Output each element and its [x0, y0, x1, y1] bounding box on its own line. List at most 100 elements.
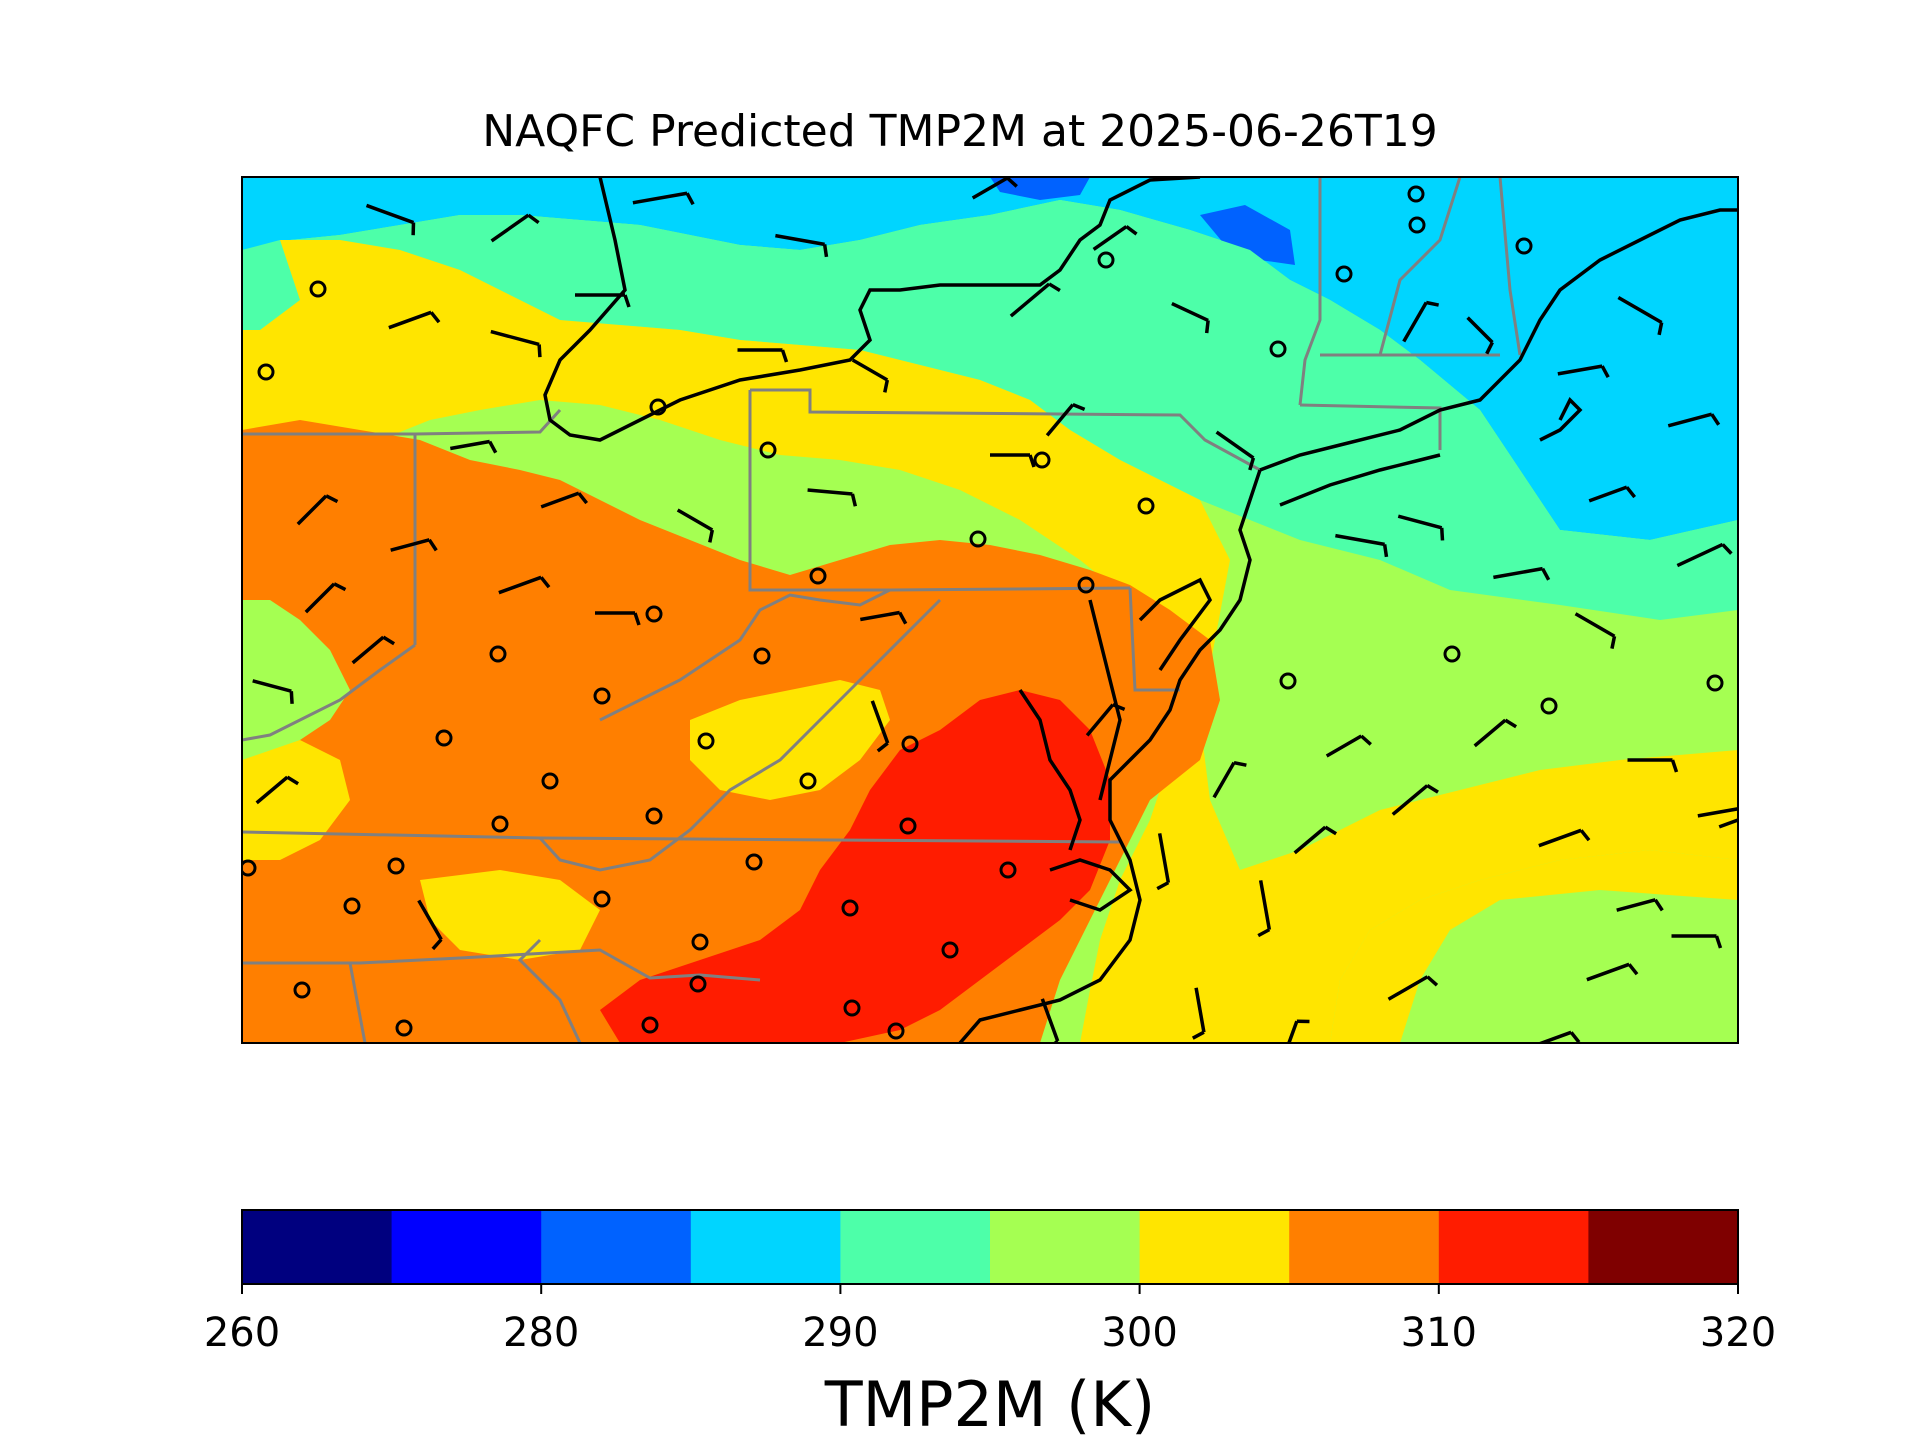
station-marker: [1033, 451, 1051, 469]
wind-barb: [859, 610, 908, 625]
station-marker: [1137, 497, 1155, 515]
coastlines: [543, 177, 1738, 1043]
wind-barb: [851, 358, 890, 393]
station-marker: [1515, 237, 1533, 255]
wind-barb: [1085, 703, 1126, 737]
colorbar-tick-label: 310: [1400, 1310, 1477, 1356]
station-marker: [257, 363, 275, 381]
station-marker: [242, 859, 257, 877]
field-hot-main: [242, 240, 1738, 1043]
colorbar-segment: [690, 1210, 841, 1284]
border-oh-ky: [242, 643, 416, 742]
station-marker: [1077, 576, 1095, 594]
wind-barb: [1215, 430, 1256, 471]
wind-barb: [990, 453, 1036, 468]
border-ny-vt: [1298, 177, 1322, 406]
station-marker: [489, 645, 507, 663]
station-marker: [1443, 645, 1461, 663]
border-oh-pa-md: [748, 390, 1131, 592]
field-hot-ocean: [1330, 850, 1738, 1043]
station-marker: [1269, 340, 1287, 358]
wind-barb: [255, 775, 300, 805]
station-marker: [759, 441, 777, 459]
wind-barb: [1718, 811, 1738, 829]
wind-barb: [540, 491, 589, 509]
wind-barb: [1212, 760, 1247, 799]
colorbar-segment: [840, 1210, 991, 1284]
field-cool-north: [242, 177, 1738, 540]
wind-barb: [1171, 301, 1210, 334]
station-marker: [745, 853, 763, 871]
field-mild-northwest: [242, 240, 300, 330]
wind-barb: [351, 635, 396, 665]
station-marker: [799, 772, 817, 790]
colorbar-frame: [241, 1209, 1739, 1285]
station-marker: [649, 398, 667, 416]
colorbar-tick-label: 300: [1101, 1310, 1178, 1356]
wind-barb: [1281, 1019, 1310, 1043]
station-marker: [1540, 697, 1558, 715]
coast-delaware-bay: [1138, 577, 1213, 671]
wind-barb: [1045, 403, 1086, 437]
station-marker: [1407, 185, 1425, 203]
wind-barb: [449, 439, 498, 454]
wind-barb: [365, 203, 416, 236]
coast-long-island: [1279, 453, 1441, 507]
wind-barb: [296, 494, 339, 526]
wind-barb: [1538, 828, 1591, 848]
wind-barb: [1617, 295, 1664, 336]
border-pa-ny: [750, 388, 1261, 472]
map-frame: [241, 176, 1739, 1044]
wind-barb: [971, 177, 1018, 200]
wind-barb: [1574, 612, 1617, 649]
colorbar-tick-label: 290: [802, 1310, 879, 1356]
coast-chesapeake-east: [1088, 599, 1122, 801]
coast-atlantic: [958, 469, 1262, 1043]
wind-barb: [498, 575, 551, 595]
wind-barb: [388, 310, 441, 330]
border-ct-ma: [1299, 403, 1442, 450]
station-marker: [689, 975, 707, 993]
field-hot-pocket-wv: [690, 680, 890, 800]
station-marker: [999, 861, 1017, 879]
wind-barb: [1473, 718, 1518, 748]
colorbar-tick-label: 320: [1699, 1310, 1777, 1356]
colorbar-segment: [391, 1210, 542, 1284]
station-marker: [1335, 265, 1353, 283]
colorbar-tick-label: 260: [203, 1310, 281, 1356]
wind-barb: [1616, 898, 1664, 912]
station-marker: [1408, 216, 1426, 234]
wind-barb: [1325, 734, 1372, 758]
wind-barb: [595, 611, 641, 626]
station-marker: [387, 857, 405, 875]
border-tn-va: [517, 938, 582, 1043]
station-marker: [593, 687, 611, 705]
wind-barbs: [252, 177, 1738, 1043]
wind-barb: [1671, 934, 1723, 949]
field-hot-pocket-tn: [420, 870, 600, 960]
colorbar-segment: [1438, 1210, 1589, 1284]
wind-barb: [1402, 300, 1439, 343]
station-marker: [491, 815, 509, 833]
wind-barb: [1009, 282, 1061, 318]
wind-barb: [490, 329, 542, 358]
wind-barb: [1667, 412, 1721, 428]
station-marker: [899, 817, 917, 835]
wind-barb: [1466, 316, 1494, 355]
wind-barb: [1557, 364, 1610, 379]
station-marker: [641, 1016, 659, 1034]
wind-barb: [417, 899, 443, 951]
station-marker: [841, 899, 859, 917]
wind-barb: [676, 508, 715, 543]
colorbar-tick-label: 280: [503, 1310, 580, 1356]
colorbar-segment: [541, 1210, 692, 1284]
wind-barb: [807, 488, 858, 507]
coast-new-england: [1259, 208, 1738, 472]
temperature-field: [242, 177, 1738, 1043]
coast-pamlico: [1049, 858, 1133, 912]
station-markers: [242, 185, 1724, 1040]
station-marker: [901, 735, 919, 753]
wind-barb: [1676, 542, 1733, 568]
